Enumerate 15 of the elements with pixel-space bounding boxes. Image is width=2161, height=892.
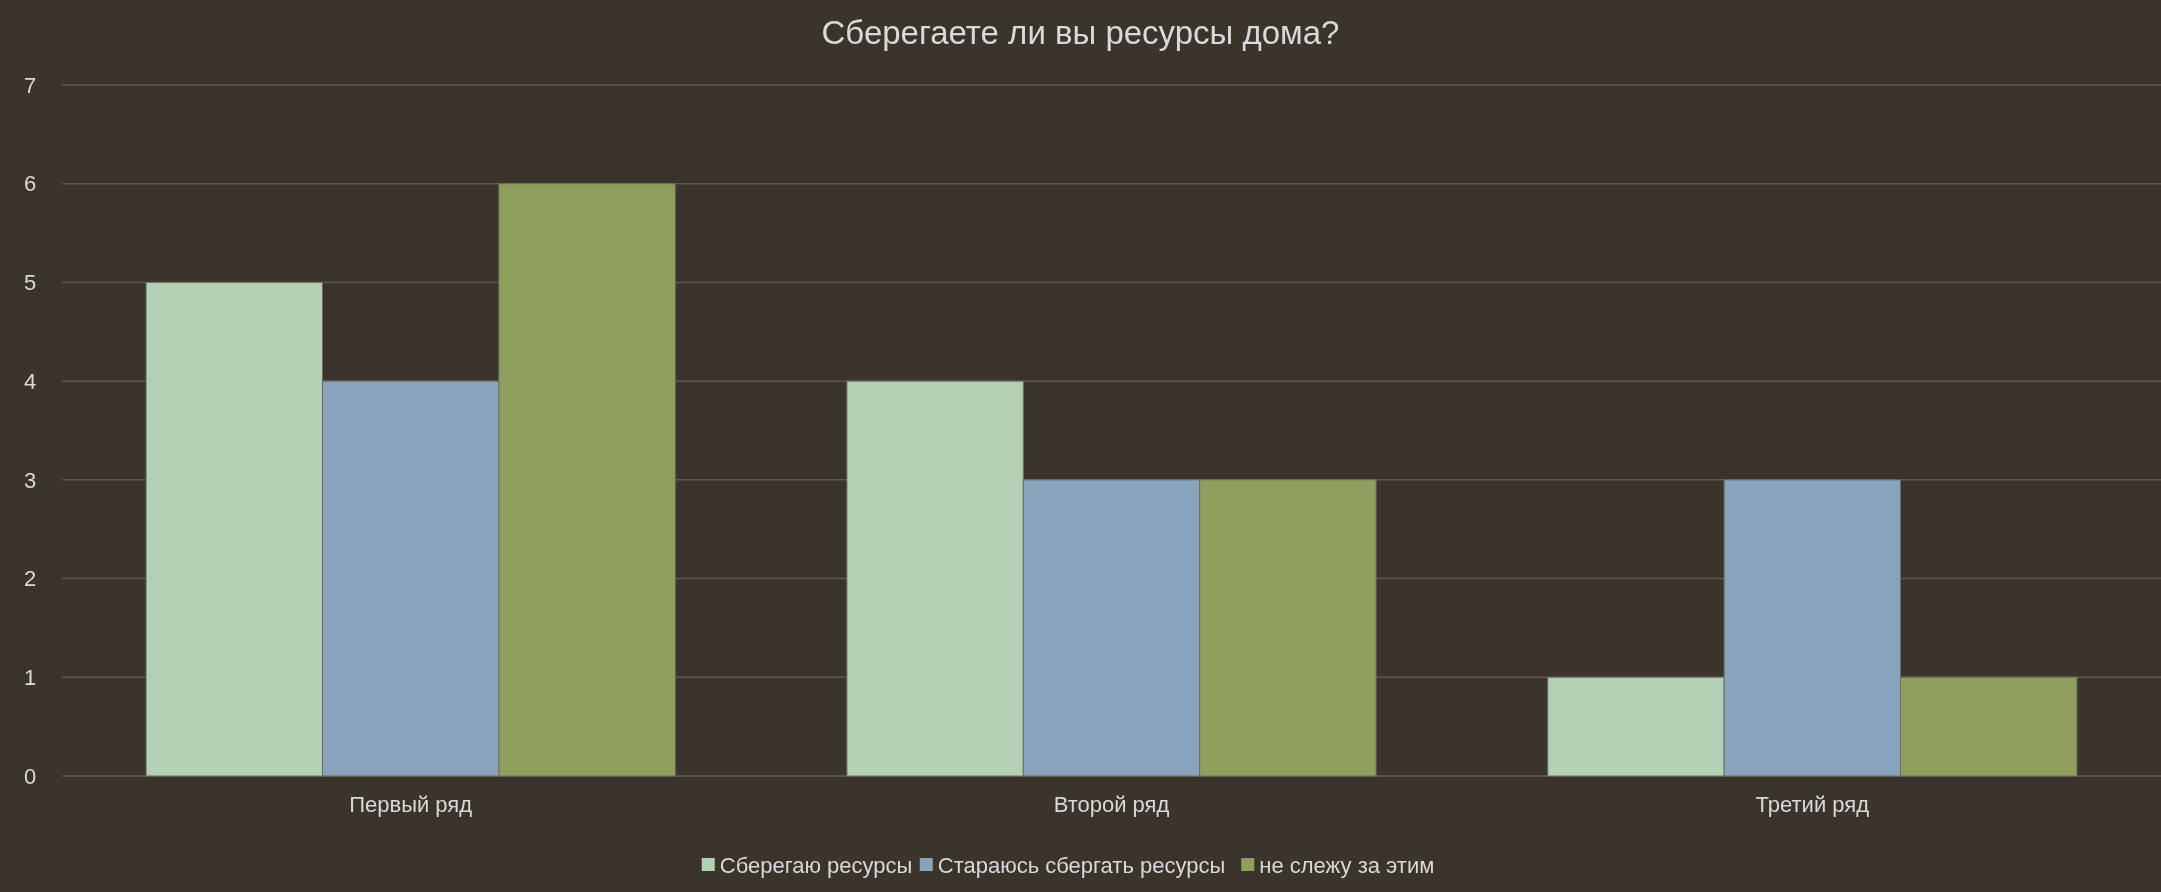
x-tick-label: Второй ряд [1053, 792, 1170, 817]
y-tick-label: 2 [23, 566, 37, 592]
legend-label: не слежу за этим [1259, 852, 1435, 878]
y-tick-label: 5 [23, 270, 37, 296]
x-tick-label: Третий ряд [1755, 792, 1870, 817]
legend-label: Сберегаю ресурсы [719, 852, 913, 878]
y-tick-label: 3 [23, 467, 37, 493]
y-tick-label: 4 [23, 368, 37, 394]
y-tick-label: 0 [23, 763, 37, 789]
y-tick-label: 7 [23, 72, 37, 98]
chart-title: Сберегаете ли вы ресурсы дома? [821, 14, 1340, 51]
y-tick-label: 1 [23, 664, 37, 690]
y-tick-label: 6 [23, 171, 37, 197]
x-tick-label: Первый ряд [349, 792, 473, 817]
legend-label: Стараюсь сбергать ресурсы [937, 852, 1226, 878]
